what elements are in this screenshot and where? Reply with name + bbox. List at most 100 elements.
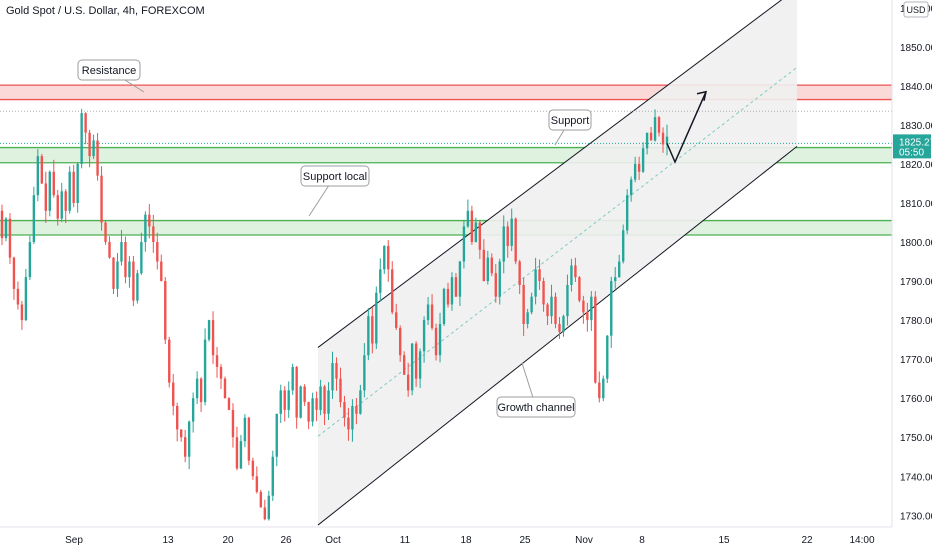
candle <box>454 273 458 298</box>
candle-body <box>243 417 247 442</box>
candle <box>442 287 446 327</box>
candle <box>402 351 406 376</box>
candle <box>152 214 155 253</box>
candle <box>303 384 306 406</box>
candle <box>243 414 247 448</box>
candle-body <box>335 363 338 379</box>
resistance-callout: Resistance <box>77 59 145 93</box>
candle-body <box>387 245 390 270</box>
candle-body <box>641 148 645 172</box>
candle-body <box>80 113 83 164</box>
candle <box>112 257 115 295</box>
candle-body <box>60 191 63 219</box>
candle <box>450 272 454 311</box>
candle-body <box>16 288 20 305</box>
candle <box>20 300 24 330</box>
candle <box>462 220 466 269</box>
candle <box>371 306 374 354</box>
candle-body <box>522 284 525 325</box>
candle-body <box>176 405 179 430</box>
candle-body <box>211 320 215 356</box>
candle <box>299 385 302 419</box>
candle <box>351 399 354 442</box>
candle-body <box>319 386 322 410</box>
candle <box>116 253 119 297</box>
candle <box>24 268 28 322</box>
candle <box>271 450 274 501</box>
candle <box>215 346 219 378</box>
candle-body <box>172 382 175 406</box>
candle-body <box>426 304 430 321</box>
candle-body <box>323 386 326 414</box>
candle <box>68 166 71 214</box>
candle-body <box>490 257 493 274</box>
candle-body <box>482 249 486 282</box>
candle <box>482 239 486 282</box>
candle-body <box>606 335 609 379</box>
channel-fill <box>318 0 797 526</box>
candle-body <box>291 366 294 391</box>
candle-body <box>24 277 28 321</box>
candle <box>239 434 243 470</box>
candle-body <box>466 210 470 227</box>
candle-body <box>44 183 47 211</box>
candle <box>120 230 123 266</box>
candle <box>418 348 422 388</box>
candle <box>132 255 135 307</box>
last-price-badge <box>893 134 931 159</box>
resistance-callout-label: Resistance <box>82 65 136 77</box>
candle-body <box>458 261 462 297</box>
candle-body <box>594 296 597 383</box>
candle-body <box>76 163 79 203</box>
candle <box>641 142 645 173</box>
price-tick: 1800.00 <box>900 238 932 249</box>
candle-body <box>231 409 235 438</box>
candle <box>502 215 505 274</box>
candle <box>160 254 163 282</box>
candle-body <box>363 355 366 391</box>
price-tick: 1760.00 <box>900 394 932 405</box>
candle <box>633 156 637 183</box>
price-tick: 1770.00 <box>900 355 932 366</box>
candle-body <box>371 316 374 344</box>
candle-body <box>116 261 119 289</box>
candle <box>534 257 537 305</box>
candle-body <box>514 218 517 262</box>
candle <box>550 284 553 324</box>
candle <box>231 403 235 448</box>
candle <box>562 314 565 337</box>
zone-2 <box>0 220 892 236</box>
candle <box>339 367 342 408</box>
candle <box>100 166 103 231</box>
candles-layer <box>0 108 669 521</box>
time-tick: 22 <box>801 535 813 546</box>
candle-body <box>72 171 75 203</box>
candle <box>510 208 513 252</box>
candle <box>40 153 44 185</box>
candle <box>295 365 298 429</box>
candle <box>275 413 278 467</box>
candle <box>399 325 402 362</box>
candle <box>395 303 398 331</box>
candle-body <box>259 491 263 508</box>
candle-body <box>299 386 302 418</box>
candle-body <box>438 324 442 356</box>
candle <box>375 286 378 350</box>
candle <box>498 258 501 305</box>
candle-body <box>558 324 561 332</box>
candle-body <box>12 257 16 289</box>
candle <box>263 499 267 521</box>
candle-body <box>203 339 207 403</box>
candle <box>267 490 270 521</box>
channel-lower-line <box>317 145 798 526</box>
candle <box>645 132 649 155</box>
candle <box>80 108 83 169</box>
candle-body <box>100 175 103 223</box>
candle-body <box>578 277 581 301</box>
candle <box>104 220 107 245</box>
candle-body <box>183 437 187 457</box>
candle <box>72 164 75 208</box>
price-tick: 1810.00 <box>900 199 932 210</box>
candle <box>598 371 601 403</box>
